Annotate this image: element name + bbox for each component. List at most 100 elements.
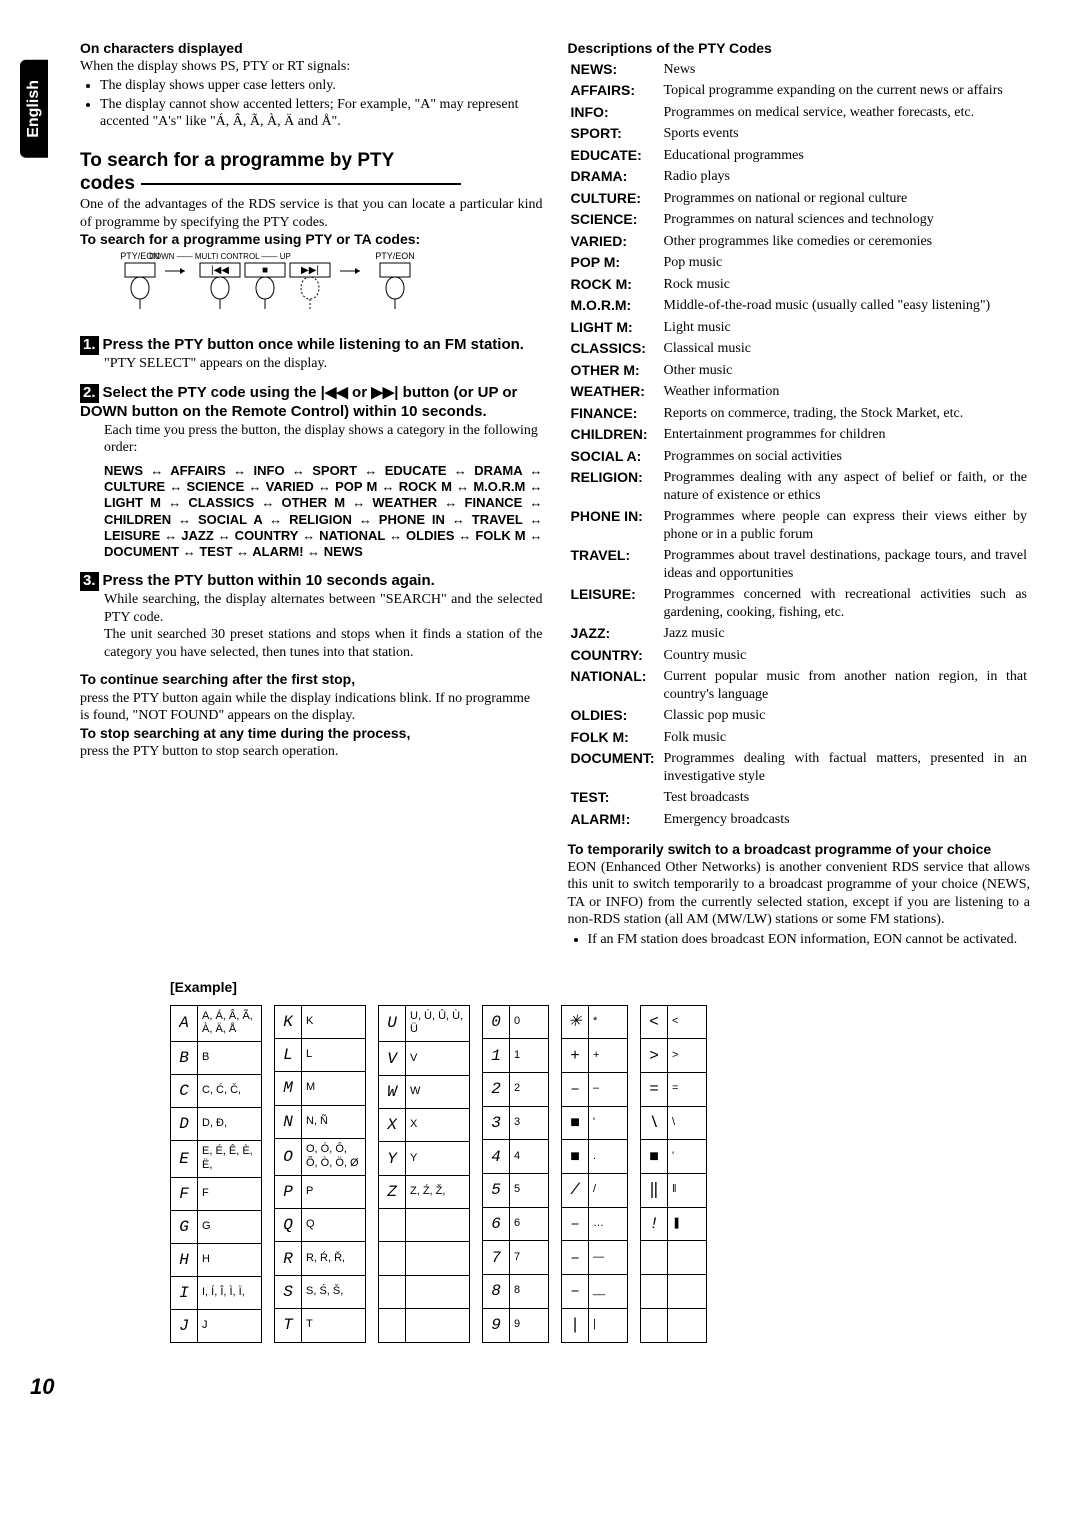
- pty-desc: Programmes dealing with any aspect of be…: [663, 468, 1029, 505]
- char-values: ': [589, 1106, 628, 1140]
- pty-desc: Folk music: [663, 728, 1029, 748]
- pty-code: M.O.R.M:: [570, 296, 661, 316]
- char-values: +: [589, 1039, 628, 1073]
- display-glyph: O: [275, 1138, 302, 1175]
- display-glyph: ‖: [641, 1173, 668, 1207]
- display-glyph: >: [641, 1039, 668, 1073]
- display-glyph: L: [275, 1038, 302, 1071]
- list-item: The display shows upper case letters onl…: [100, 77, 543, 95]
- pty-code: NEWS:: [570, 60, 661, 80]
- pty-desc: Middle-of-the-road music (usually called…: [663, 296, 1029, 316]
- display-glyph: 0: [483, 1005, 510, 1039]
- pty-desc: Other music: [663, 361, 1029, 381]
- pty-code: CLASSICS:: [570, 339, 661, 359]
- display-glyph: K: [275, 1005, 302, 1038]
- chars-heading: On characters displayed: [80, 40, 543, 58]
- pty-desc: Other programmes like comedies or ceremo…: [663, 232, 1029, 252]
- display-glyph: Z: [379, 1175, 406, 1208]
- display-glyph: [641, 1241, 668, 1275]
- display-glyph: [379, 1242, 406, 1275]
- step2: 2.Select the PTY code using the |◀◀ or ▶…: [80, 384, 543, 422]
- display-glyph: C: [171, 1075, 198, 1108]
- display-glyph: [379, 1275, 406, 1308]
- char-values: —: [589, 1241, 628, 1275]
- char-values: 4: [510, 1140, 549, 1174]
- display-glyph: –: [562, 1207, 589, 1241]
- pty-code: LIGHT M:: [570, 318, 661, 338]
- pty-code: SCIENCE:: [570, 210, 661, 230]
- search-intro: One of the advantages of the RDS service…: [80, 196, 543, 231]
- display-glyph: X: [379, 1109, 406, 1142]
- char-values: O, Ó, Ô, Õ, Ò, Ö, Ø: [302, 1138, 366, 1175]
- char-values: [668, 1241, 707, 1275]
- char-values: S, Ś, Š,: [302, 1275, 366, 1308]
- pty-code: OLDIES:: [570, 706, 661, 726]
- display-glyph: M: [275, 1072, 302, 1105]
- pty-code: COUNTRY:: [570, 646, 661, 666]
- char-values: H: [198, 1243, 262, 1276]
- char-values: 9: [510, 1308, 549, 1342]
- char-values: W: [406, 1075, 470, 1108]
- svg-text:▶▶|: ▶▶|: [301, 265, 319, 276]
- character-table: AA, Á, Â, Ã, À, Ä, ÅBBCC, Ć, Č,DD, Đ,EE,…: [170, 1005, 1030, 1343]
- pty-code: CHILDREN:: [570, 425, 661, 445]
- char-values: –: [589, 1072, 628, 1106]
- pty-code: DOCUMENT:: [570, 749, 661, 786]
- char-values: <: [668, 1005, 707, 1039]
- pty-desc: Programmes on natural sciences and techn…: [663, 210, 1029, 230]
- char-values: >: [668, 1039, 707, 1073]
- display-glyph: \: [641, 1106, 668, 1140]
- char-values: __: [589, 1275, 628, 1309]
- char-values: R, Ŕ, Ř,: [302, 1242, 366, 1275]
- char-values: L: [302, 1038, 366, 1071]
- pty-desc: Entertainment programmes for children: [663, 425, 1029, 445]
- char-values: =: [668, 1072, 707, 1106]
- display-glyph: –: [562, 1072, 589, 1106]
- char-values: 3: [510, 1106, 549, 1140]
- char-values: J: [198, 1309, 262, 1342]
- right-column: Descriptions of the PTY Codes NEWS:NewsA…: [568, 40, 1031, 949]
- svg-text:|◀◀: |◀◀: [211, 265, 229, 276]
- pty-code: VARIED:: [570, 232, 661, 252]
- pty-desc: Educational programmes: [663, 146, 1029, 166]
- display-glyph: T: [275, 1309, 302, 1342]
- char-values: P: [302, 1175, 366, 1208]
- pty-desc: Programmes concerned with recreational a…: [663, 585, 1029, 622]
- pty-desc: Jazz music: [663, 624, 1029, 644]
- display-glyph: S: [275, 1275, 302, 1308]
- char-values: [406, 1275, 470, 1308]
- stop-head: To stop searching at any time during the…: [80, 725, 410, 741]
- display-glyph: G: [171, 1210, 198, 1243]
- char-values: ‖: [668, 1173, 707, 1207]
- display-glyph: J: [171, 1309, 198, 1342]
- display-glyph: A: [171, 1005, 198, 1042]
- display-glyph: 7: [483, 1241, 510, 1275]
- char-values: [406, 1242, 470, 1275]
- char-values: 5: [510, 1173, 549, 1207]
- pty-desc: Country music: [663, 646, 1029, 666]
- pty-code: ROCK M:: [570, 275, 661, 295]
- pty-desc: Light music: [663, 318, 1029, 338]
- pty-desc: Classic pop music: [663, 706, 1029, 726]
- display-glyph: 4: [483, 1140, 510, 1174]
- temp-body: EON (Enhanced Other Networks) is another…: [568, 859, 1031, 929]
- pty-desc: Classical music: [663, 339, 1029, 359]
- display-glyph: D: [171, 1108, 198, 1141]
- pty-desc: Pop music: [663, 253, 1029, 273]
- char-values: *: [589, 1005, 628, 1039]
- pty-code: SPORT:: [570, 124, 661, 144]
- char-values: /: [589, 1173, 628, 1207]
- example-section: [Example] AA, Á, Â, Ã, À, Ä, ÅBBCC, Ć, Č…: [170, 979, 1030, 1343]
- display-glyph: 3: [483, 1106, 510, 1140]
- pty-desc: Sports events: [663, 124, 1029, 144]
- pty-code: FINANCE:: [570, 404, 661, 424]
- pty-desc: Programmes where people can express thei…: [663, 507, 1029, 544]
- pty-code: AFFAIRS:: [570, 81, 661, 101]
- pty-desc: Topical programme expanding on the curre…: [663, 81, 1029, 101]
- step1: 1.Press the PTY button once while listen…: [80, 336, 543, 355]
- pty-code: POP M:: [570, 253, 661, 273]
- display-glyph: U: [379, 1005, 406, 1042]
- char-values: Z, Ź, Ž,: [406, 1175, 470, 1208]
- char-values: K: [302, 1005, 366, 1038]
- pty-desc: Rock music: [663, 275, 1029, 295]
